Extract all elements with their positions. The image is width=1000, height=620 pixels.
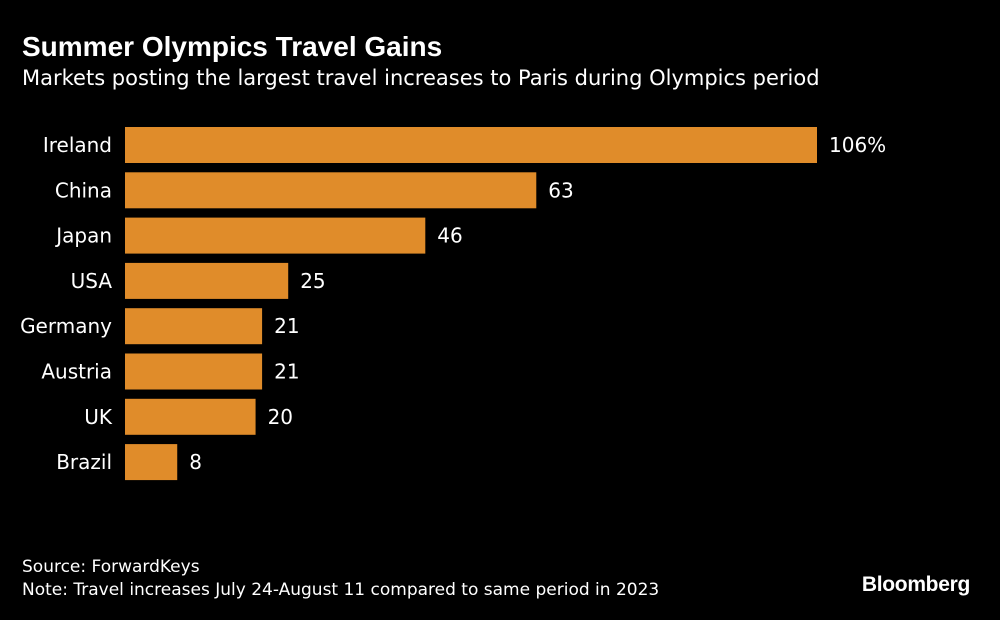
bar-austria [125, 353, 263, 390]
value-label-brazil: 8 [189, 450, 202, 474]
category-label-austria: Austria [41, 360, 112, 384]
footnote: Note: Travel increases July 24-August 11… [22, 580, 660, 600]
source-note: Source: ForwardKeys [22, 557, 200, 577]
bar-china [125, 172, 537, 209]
value-label-usa: 25 [300, 269, 325, 293]
chart-subtitle: Markets posting the largest travel incre… [22, 66, 820, 90]
bar-germany [125, 308, 263, 345]
category-label-germany: Germany [20, 314, 112, 338]
bar-brazil [125, 444, 178, 481]
value-label-ireland: 106% [829, 133, 886, 157]
category-label-japan: Japan [54, 224, 112, 248]
category-label-brazil: Brazil [56, 450, 112, 474]
value-label-germany: 21 [274, 314, 299, 338]
bar-ireland [125, 127, 817, 163]
bar-japan [125, 217, 426, 254]
value-label-china: 63 [548, 178, 573, 202]
category-label-usa: USA [71, 269, 113, 293]
bar-uk [125, 398, 256, 435]
bloomberg-logo: Bloomberg [861, 573, 970, 596]
category-label-uk: UK [84, 405, 113, 429]
value-label-uk: 20 [268, 405, 293, 429]
value-label-japan: 46 [437, 224, 462, 248]
bar-usa [125, 262, 289, 299]
category-label-china: China [55, 178, 112, 202]
bars [125, 127, 817, 481]
category-labels: Ireland China Japan USA Germany Austria UK Braz… [20, 133, 113, 474]
chart-title: Summer Olympics Travel Gains [22, 31, 443, 62]
value-label-austria: 21 [274, 360, 299, 384]
category-label-ireland: Ireland [43, 133, 112, 157]
bar-chart: Ireland China Japan USA Germany Austria UK Braz… [20, 127, 886, 481]
